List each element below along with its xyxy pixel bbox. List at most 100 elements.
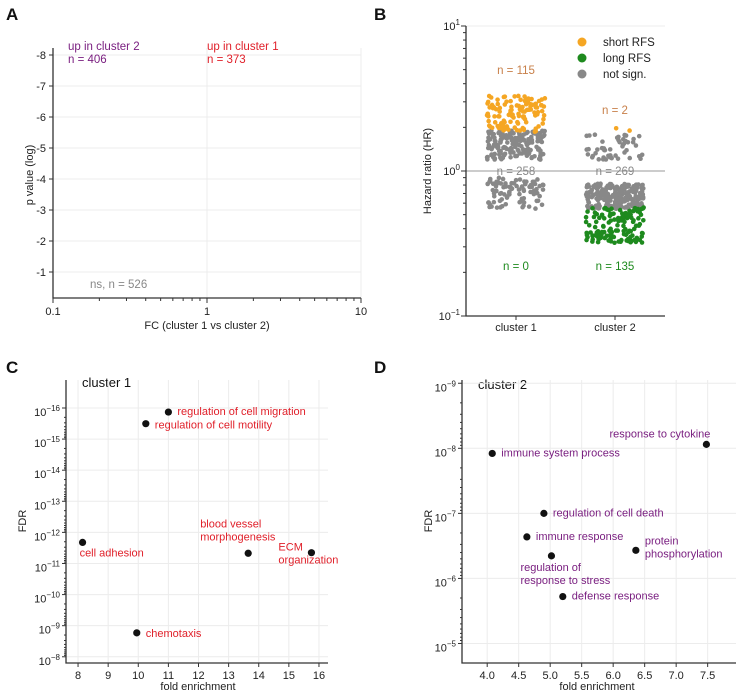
x-tick-label: cluster 1 (495, 322, 537, 334)
data-point (603, 157, 609, 162)
data-point (627, 155, 633, 161)
y-axis-label: Hazard ratio (HR) (422, 128, 434, 214)
data-point (637, 221, 643, 227)
data-point (502, 151, 508, 157)
y-tick-label: 100 (443, 163, 460, 178)
y-tick-label: 10−9 (435, 379, 457, 394)
term-label: ECM (278, 542, 302, 554)
annotation-text: up in cluster 1 (207, 41, 279, 53)
y-tick-label: 10−15 (34, 435, 60, 450)
term-label: immune response (536, 531, 623, 543)
data-point (535, 198, 541, 204)
count-label-short-rfs: n = 115 (497, 65, 535, 77)
data-point (632, 205, 638, 211)
data-point (612, 240, 617, 246)
data-point (622, 150, 627, 155)
data-point (532, 110, 537, 115)
data-point (615, 215, 621, 221)
data-point (620, 216, 626, 222)
data-point (639, 183, 644, 189)
data-point (521, 137, 527, 143)
x-tick-label: 5.0 (543, 670, 558, 682)
data-point (583, 214, 589, 220)
data-point (600, 223, 606, 229)
data-point (526, 204, 532, 209)
data-point (492, 114, 497, 119)
x-axis-label: FC (cluster 1 vs cluster 2) (144, 320, 269, 332)
legend-label: short RFS (603, 37, 655, 49)
data-point (592, 224, 598, 230)
data-point (615, 228, 621, 233)
data-point (142, 420, 150, 428)
data-point (610, 183, 615, 189)
data-point (632, 190, 638, 195)
panel-title: cluster 2 (478, 377, 527, 392)
term-label: defense response (572, 591, 659, 603)
enrichment-cluster1-panel: fold enrichment FDR cluster 1 8 9 10 11 12 13… (17, 375, 338, 693)
data-point (584, 190, 590, 195)
data-point (508, 147, 513, 152)
data-point (532, 129, 538, 135)
data-point (491, 131, 497, 137)
y-axis-label: FDR (17, 510, 29, 533)
annotation-text: ns, n = 526 (90, 279, 147, 291)
axes (461, 380, 736, 664)
data-point (607, 153, 612, 159)
data-point (133, 629, 141, 637)
data-point (595, 147, 600, 152)
data-point (494, 188, 499, 194)
x-axis-label: fold enrichment (160, 681, 235, 693)
y-tick-label: 10−13 (34, 497, 60, 512)
data-point (611, 234, 617, 240)
data-point (526, 96, 531, 101)
data-point (601, 229, 607, 235)
x-tick-label: cluster 2 (594, 322, 636, 334)
y-tick-label: -4 (36, 174, 46, 186)
data-point (498, 205, 503, 210)
count-label-not-sign: n = 258 (497, 166, 536, 178)
data-point (516, 187, 522, 192)
data-point (522, 116, 528, 122)
data-point (541, 113, 547, 118)
data-point (624, 238, 629, 243)
data-point (588, 230, 593, 235)
data-point (628, 239, 633, 245)
data-point (485, 145, 491, 151)
x-tick-label: 13 (222, 670, 234, 682)
data-point (600, 139, 605, 144)
data-point (593, 219, 599, 225)
data-point (503, 184, 509, 189)
data-point (607, 229, 613, 234)
x-tick-label: 12 (192, 670, 204, 682)
data-point (531, 179, 537, 185)
data-point (598, 232, 604, 238)
x-tick-label: 6.5 (637, 670, 652, 682)
data-point (592, 210, 598, 215)
term-label: organization (278, 555, 338, 567)
data-point (484, 112, 490, 118)
data-point (586, 222, 592, 228)
x-axis-label: fold enrichment (559, 681, 634, 693)
x-tick-label: 5.5 (574, 670, 589, 682)
x-tick-label: 10 (355, 306, 367, 318)
data-point (632, 546, 640, 554)
data-point (637, 193, 642, 199)
data-point (630, 139, 636, 145)
data-point (498, 190, 504, 196)
data-point (559, 592, 567, 601)
y-tick-label: 10−8 (39, 653, 61, 668)
data-point (591, 214, 597, 220)
data-point (485, 181, 490, 187)
data-point (529, 155, 535, 160)
data-point (516, 148, 521, 154)
data-point (521, 188, 527, 194)
y-tick-label: 10−6 (435, 574, 457, 589)
data-point (541, 116, 546, 122)
x-tick-label: 15 (283, 670, 295, 682)
data-point (485, 139, 491, 144)
data-point (164, 408, 172, 416)
data-point (528, 189, 533, 195)
data-point (619, 190, 625, 195)
data-point (523, 101, 529, 107)
data-point (600, 191, 606, 197)
